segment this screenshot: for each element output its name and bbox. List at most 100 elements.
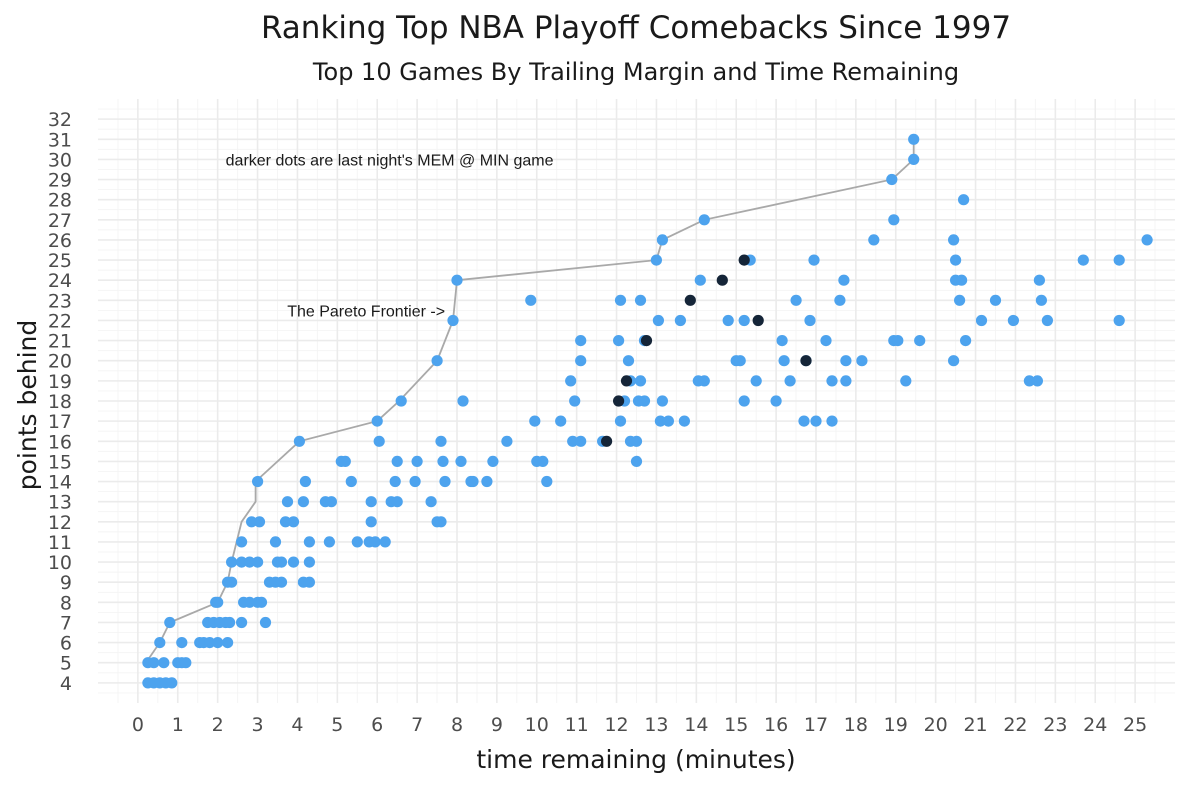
game-point [529, 415, 541, 427]
y-tick-label: 30 [48, 149, 72, 171]
annotation-pareto-frontier: The Pareto Frontier -> [287, 303, 445, 320]
x-tick-label: 15 [724, 714, 748, 736]
y-tick-label: 12 [48, 512, 72, 534]
game-point [204, 637, 216, 649]
game-point [555, 415, 567, 427]
game-point [630, 435, 643, 447]
game-point [411, 455, 423, 467]
y-tick-label: 29 [48, 170, 72, 192]
data-points [142, 133, 1153, 689]
game-point [437, 455, 449, 467]
game-point [176, 637, 188, 649]
y-tick-label: 10 [48, 552, 72, 574]
game-point [698, 375, 710, 387]
x-tick-label: 20 [924, 714, 948, 736]
game-point [467, 475, 479, 488]
game-point [1041, 314, 1053, 327]
mem-min-point [640, 335, 653, 347]
x-tick-label: 12 [604, 714, 628, 736]
y-tick-label: 15 [48, 451, 72, 473]
game-point [451, 274, 463, 286]
game-point [886, 173, 898, 186]
game-point [908, 133, 920, 145]
game-point [425, 496, 437, 508]
x-tick-label: 24 [1083, 714, 1107, 736]
game-point [622, 355, 635, 367]
game-point [323, 536, 335, 548]
annotation-darker-dots: darker dots are last night's MEM @ MIN g… [226, 152, 554, 169]
game-point [435, 516, 447, 528]
x-axis-title: time remaining (minutes) [476, 745, 795, 774]
grid [98, 99, 1175, 703]
y-tick-label: 8 [60, 592, 72, 614]
game-point [569, 395, 581, 407]
game-point [900, 375, 912, 387]
y-tick-label: 13 [48, 492, 72, 514]
game-point [778, 355, 790, 367]
game-point [565, 375, 577, 387]
mem-min-point [684, 294, 696, 306]
game-point [956, 274, 968, 286]
game-point [297, 496, 309, 508]
x-tick-label: 14 [684, 714, 708, 736]
x-tick-label: 21 [963, 714, 987, 736]
game-point [975, 314, 988, 327]
y-tick-label: 11 [48, 532, 72, 554]
game-point [634, 294, 647, 306]
game-point [776, 335, 788, 347]
game-point [303, 576, 315, 588]
game-point [281, 496, 294, 508]
game-point [303, 536, 315, 548]
game-point [840, 375, 852, 387]
y-tick-label: 28 [48, 190, 72, 212]
game-point [567, 435, 579, 447]
game-point [373, 435, 385, 447]
x-tick-label: 6 [371, 714, 383, 736]
game-point [212, 637, 224, 649]
game-point [650, 254, 663, 266]
game-point [351, 536, 363, 548]
game-point [654, 415, 667, 427]
game-point [948, 234, 960, 246]
y-tick-label: 31 [48, 129, 72, 151]
game-point [958, 194, 970, 206]
mem-min-point [752, 314, 764, 327]
game-point [722, 314, 734, 327]
game-point [1113, 314, 1125, 327]
game-point [365, 516, 377, 528]
game-point [1035, 294, 1047, 306]
game-point [365, 496, 377, 508]
game-point [236, 556, 248, 568]
y-tick-label: 5 [60, 653, 72, 675]
game-point [409, 475, 421, 488]
game-point [303, 556, 315, 568]
game-point [960, 335, 972, 347]
game-point [954, 294, 966, 306]
x-axis-ticks: 0 1 2 3 4 5 6 7 8 9 10 11 12 13 14 15 16 17 18 19 20 21 22 23 24… [132, 714, 1147, 736]
y-tick-label: 9 [60, 572, 72, 594]
game-point [784, 375, 796, 387]
game-point [1141, 234, 1153, 246]
game-point [537, 455, 549, 467]
game-point [435, 435, 447, 447]
game-point [455, 455, 467, 467]
x-tick-label: 13 [644, 714, 668, 736]
x-tick-label: 19 [884, 714, 908, 736]
x-tick-label: 0 [132, 714, 144, 736]
game-point [439, 475, 451, 488]
game-point [614, 415, 627, 427]
game-point [575, 435, 587, 447]
game-point [738, 395, 750, 407]
game-point [501, 435, 513, 447]
y-tick-label: 18 [48, 391, 72, 413]
x-tick-label: 5 [331, 714, 343, 736]
game-point [371, 415, 383, 427]
game-point [820, 335, 832, 347]
game-point [236, 536, 248, 548]
game-point [908, 153, 920, 165]
game-point [255, 596, 268, 608]
game-point [834, 294, 846, 306]
y-axis-ticks: 4567891011121314151617181920212223242526… [48, 109, 72, 695]
game-point [1077, 254, 1089, 266]
game-point [236, 616, 248, 629]
